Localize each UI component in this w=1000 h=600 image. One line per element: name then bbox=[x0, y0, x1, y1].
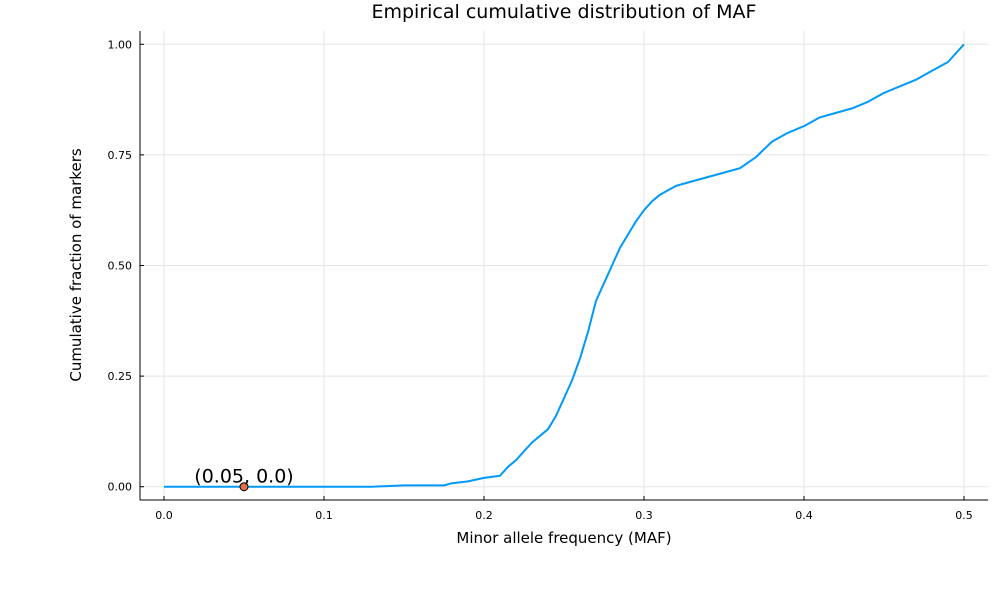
y-tick-label: 0.50 bbox=[108, 260, 133, 273]
x-tick-label: 0.3 bbox=[635, 509, 653, 522]
y-tick-label: 0.00 bbox=[108, 481, 133, 494]
scatter-point bbox=[239, 482, 249, 492]
y-axis-title: Cumulative fraction of markers bbox=[67, 148, 85, 382]
x-tick-label: 0.2 bbox=[475, 509, 493, 522]
ecdf-line bbox=[164, 43, 965, 488]
y-tick-label: 1.00 bbox=[108, 38, 133, 51]
x-axis-title: Minor allele frequency (MAF) bbox=[456, 529, 671, 547]
x-tick-label: 0.5 bbox=[955, 509, 973, 522]
point-annotation: (0.05, 0.0) bbox=[194, 466, 293, 488]
x-tick-label: 0.1 bbox=[315, 509, 333, 522]
series-layer bbox=[164, 43, 965, 492]
annotation-layer: (0.05, 0.0) bbox=[194, 466, 293, 488]
x-tick-label: 0.4 bbox=[795, 509, 813, 522]
tick-layer: 0.0 0.1 0.2 0.3 0.4 0.5 0.00 0.25 0.50 0.75 1.00 bbox=[108, 38, 973, 522]
chart-title: Empirical cumulative distribution of MAF bbox=[371, 1, 756, 23]
grid-layer bbox=[140, 31, 988, 500]
y-tick-label: 0.25 bbox=[108, 370, 133, 383]
x-tick-label: 0.0 bbox=[155, 509, 173, 522]
y-tick-label: 0.75 bbox=[108, 149, 133, 162]
